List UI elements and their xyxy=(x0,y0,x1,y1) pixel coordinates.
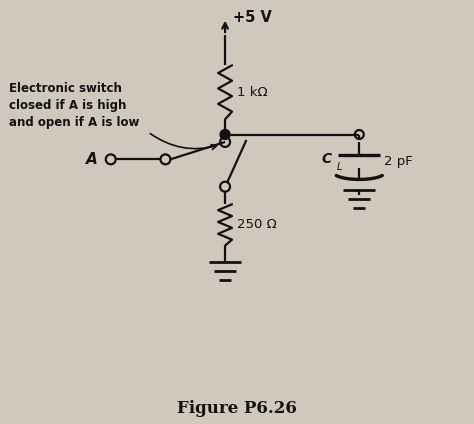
Text: +5 V: +5 V xyxy=(233,10,272,25)
Text: C: C xyxy=(322,152,332,166)
Text: 2 pF: 2 pF xyxy=(384,155,413,167)
Text: A: A xyxy=(86,152,98,167)
Text: L: L xyxy=(337,162,342,172)
Circle shape xyxy=(220,130,230,139)
Text: Figure P6.26: Figure P6.26 xyxy=(177,400,297,417)
Text: Electronic switch
closed if A is high
and open if A is low: Electronic switch closed if A is high an… xyxy=(9,82,139,129)
Text: 1 kΩ: 1 kΩ xyxy=(237,86,268,99)
Text: 250 Ω: 250 Ω xyxy=(237,218,277,232)
